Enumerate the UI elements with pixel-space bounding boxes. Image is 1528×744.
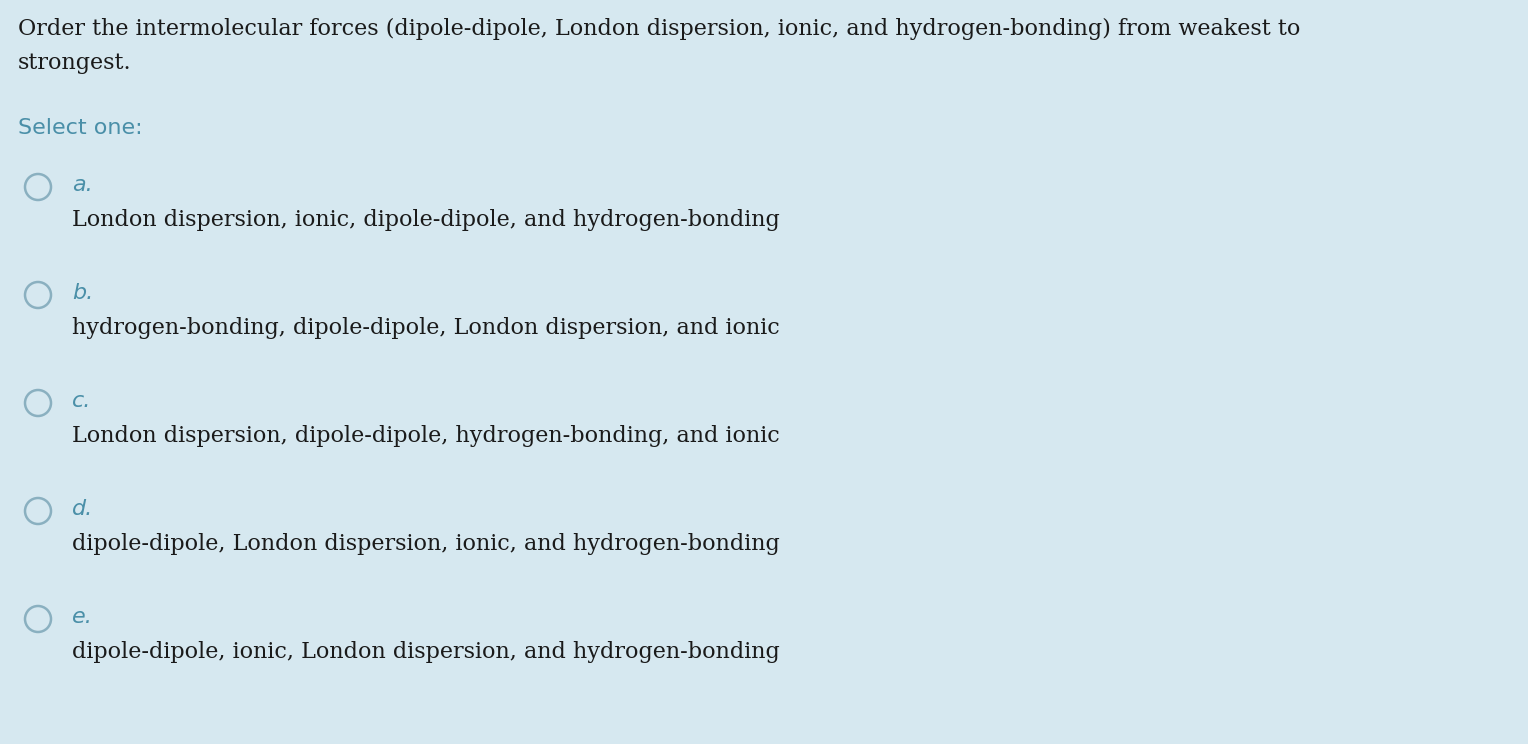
Text: d.: d.: [72, 499, 93, 519]
Text: London dispersion, ionic, dipole-dipole, and hydrogen-bonding: London dispersion, ionic, dipole-dipole,…: [72, 209, 779, 231]
Text: Order the intermolecular forces (dipole-dipole, London dispersion, ionic, and hy: Order the intermolecular forces (dipole-…: [18, 18, 1300, 40]
Circle shape: [24, 390, 50, 416]
Text: London dispersion, dipole-dipole, hydrogen-bonding, and ionic: London dispersion, dipole-dipole, hydrog…: [72, 425, 779, 447]
Circle shape: [24, 498, 50, 524]
Text: e.: e.: [72, 607, 93, 627]
Text: Select one:: Select one:: [18, 118, 142, 138]
Text: c.: c.: [72, 391, 92, 411]
Text: hydrogen-bonding, dipole-dipole, London dispersion, and ionic: hydrogen-bonding, dipole-dipole, London …: [72, 317, 779, 339]
Circle shape: [24, 282, 50, 308]
Text: dipole-dipole, London dispersion, ionic, and hydrogen-bonding: dipole-dipole, London dispersion, ionic,…: [72, 533, 779, 555]
Circle shape: [24, 606, 50, 632]
Text: b.: b.: [72, 283, 93, 303]
Circle shape: [24, 174, 50, 200]
Text: a.: a.: [72, 175, 93, 195]
Text: strongest.: strongest.: [18, 52, 131, 74]
Text: dipole-dipole, ionic, London dispersion, and hydrogen-bonding: dipole-dipole, ionic, London dispersion,…: [72, 641, 779, 663]
